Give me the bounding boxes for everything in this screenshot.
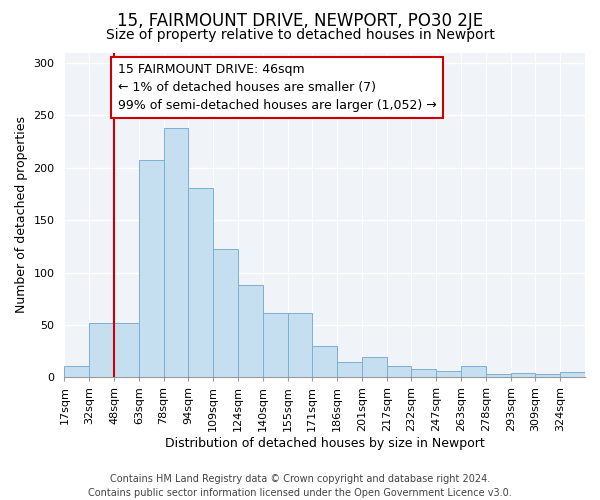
Bar [263,314,287,378]
Bar [486,374,511,378]
Bar [89,323,114,378]
Bar [139,160,164,378]
Text: Contains HM Land Registry data © Crown copyright and database right 2024.
Contai: Contains HM Land Registry data © Crown c… [88,474,512,498]
Text: 15, FAIRMOUNT DRIVE, NEWPORT, PO30 2JE: 15, FAIRMOUNT DRIVE, NEWPORT, PO30 2JE [117,12,483,30]
Bar [188,188,213,378]
X-axis label: Distribution of detached houses by size in Newport: Distribution of detached houses by size … [165,437,485,450]
Bar [436,371,461,378]
Bar [164,128,188,378]
Bar [386,366,412,378]
Y-axis label: Number of detached properties: Number of detached properties [15,116,28,314]
Bar [114,323,139,378]
Bar [535,374,560,378]
Bar [337,362,362,378]
Bar [511,373,535,378]
Text: Size of property relative to detached houses in Newport: Size of property relative to detached ho… [106,28,494,42]
Bar [412,369,436,378]
Text: 15 FAIRMOUNT DRIVE: 46sqm
← 1% of detached houses are smaller (7)
99% of semi-de: 15 FAIRMOUNT DRIVE: 46sqm ← 1% of detach… [118,63,436,112]
Bar [213,250,238,378]
Bar [238,285,263,378]
Bar [560,372,585,378]
Bar [287,314,313,378]
Bar [461,366,486,378]
Bar [313,346,337,378]
Bar [362,358,386,378]
Bar [64,366,89,378]
